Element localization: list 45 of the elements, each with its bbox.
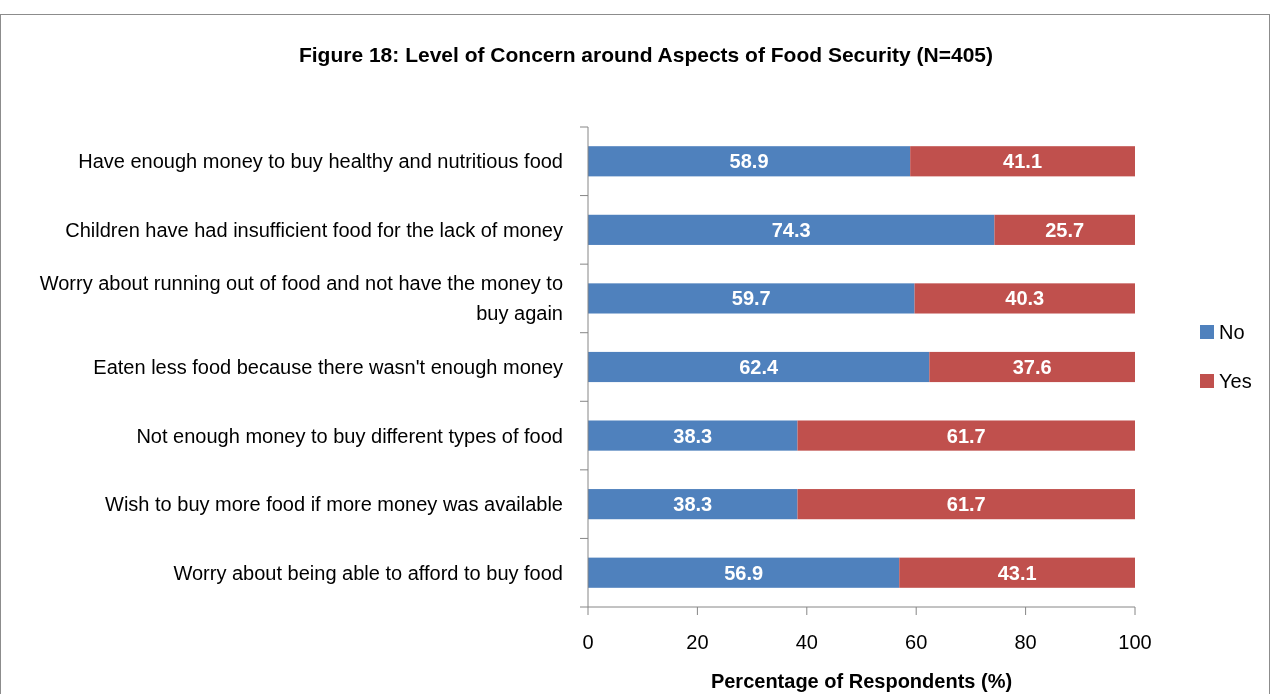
data-label: 62.4 <box>739 356 779 378</box>
data-label: 40.3 <box>1005 287 1045 310</box>
data-label: 43.1 <box>997 561 1037 584</box>
data-label: 61.7 <box>946 424 986 447</box>
x-axis-title: Percentage of Respondents (%) <box>710 670 1013 692</box>
bar <box>929 351 1135 383</box>
bar <box>797 420 1135 451</box>
bar <box>910 146 1135 177</box>
data-label: 38.3 <box>673 493 713 516</box>
bar <box>588 214 995 245</box>
data-label: 37.6 <box>1012 356 1052 378</box>
bar <box>994 214 1135 245</box>
y-tick-label: Children have had insufficient food for the lack of money <box>65 218 563 241</box>
x-tick-label: 60 <box>905 631 928 653</box>
data-label: 25.7 <box>1045 218 1085 241</box>
data-label: 61.7 <box>946 493 986 516</box>
bar <box>588 420 798 451</box>
bar <box>914 283 1135 314</box>
x-tick-label: 40 <box>795 631 818 653</box>
y-tick-label: Worry about running out of food and not have the money to buy again <box>39 272 563 325</box>
x-tick-label: 80 <box>1014 631 1037 653</box>
data-label: 38.3 <box>673 424 713 447</box>
data-label: 58.9 <box>729 150 769 173</box>
x-tick-label: 20 <box>686 631 709 653</box>
bar <box>588 146 911 177</box>
data-label: 56.9 <box>724 561 764 584</box>
bar <box>588 351 930 383</box>
y-tick-label: Not enough money to buy different types of food <box>136 424 563 447</box>
x-tick-label: 100 <box>1118 631 1152 653</box>
y-tick-label: Eaten less food because there wasn't enough money <box>93 356 563 378</box>
y-tick-label: Have enough money to buy healthy and nutritious food <box>78 150 563 173</box>
bar <box>588 489 798 520</box>
data-label: 41.1 <box>1003 150 1043 173</box>
bar <box>588 283 915 314</box>
y-tick-label: Worry about being able to afford to buy food <box>173 561 563 584</box>
bar <box>899 557 1135 588</box>
x-tick-label: 0 <box>582 631 594 653</box>
y-tick-label: Wish to buy more food if more money was available <box>105 493 563 516</box>
legend-label: No <box>1219 321 1245 343</box>
legend-label: Yes <box>1219 370 1252 392</box>
data-label: 74.3 <box>771 218 811 241</box>
chart-title: Figure 18: Level of Concern around Aspects of Food Security (N=405) <box>298 43 994 66</box>
bar <box>797 489 1135 520</box>
bar <box>588 557 900 588</box>
data-label: 59.7 <box>731 287 771 310</box>
